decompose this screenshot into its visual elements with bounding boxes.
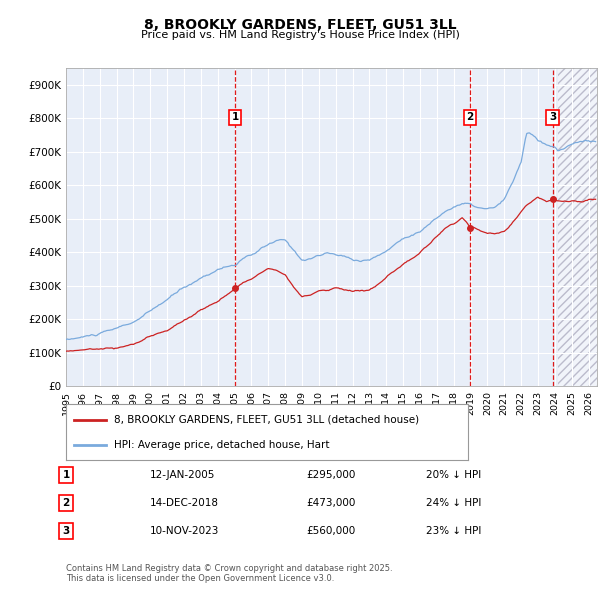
Text: 1: 1 (232, 112, 239, 122)
Text: Contains HM Land Registry data © Crown copyright and database right 2025.
This d: Contains HM Land Registry data © Crown c… (66, 563, 392, 583)
Text: 2: 2 (466, 112, 473, 122)
Text: £295,000: £295,000 (306, 470, 355, 480)
Text: 3: 3 (62, 526, 70, 536)
Text: £560,000: £560,000 (306, 526, 355, 536)
Text: 24% ↓ HPI: 24% ↓ HPI (426, 498, 481, 507)
Text: 8, BROOKLY GARDENS, FLEET, GU51 3LL: 8, BROOKLY GARDENS, FLEET, GU51 3LL (143, 18, 457, 32)
Text: 10-NOV-2023: 10-NOV-2023 (150, 526, 220, 536)
Text: HPI: Average price, detached house, Hart: HPI: Average price, detached house, Hart (114, 440, 330, 450)
Text: £473,000: £473,000 (306, 498, 355, 507)
Text: 8, BROOKLY GARDENS, FLEET, GU51 3LL (detached house): 8, BROOKLY GARDENS, FLEET, GU51 3LL (det… (114, 415, 419, 425)
Bar (558, 68, 600, 386)
Bar (558, 68, 600, 386)
Text: 3: 3 (549, 112, 556, 122)
Text: 14-DEC-2018: 14-DEC-2018 (150, 498, 219, 507)
Text: Price paid vs. HM Land Registry's House Price Index (HPI): Price paid vs. HM Land Registry's House … (140, 30, 460, 40)
Text: 20% ↓ HPI: 20% ↓ HPI (426, 470, 481, 480)
Text: 1: 1 (62, 470, 70, 480)
Text: 2: 2 (62, 498, 70, 507)
Text: 12-JAN-2005: 12-JAN-2005 (150, 470, 215, 480)
Text: 23% ↓ HPI: 23% ↓ HPI (426, 526, 481, 536)
